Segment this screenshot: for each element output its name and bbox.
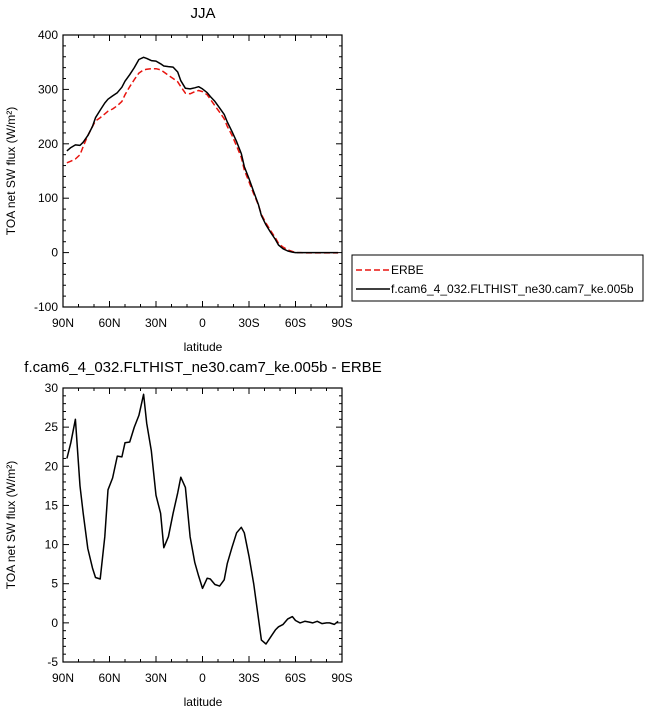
top-chart-xtick-label: 90N	[52, 316, 74, 330]
top-chart-ytick-label: 0	[51, 246, 58, 260]
bottom-chart-x-axis-label: latitude	[184, 695, 223, 709]
bottom-chart-ytick-label: 0	[51, 616, 58, 630]
legend-box	[351, 254, 644, 302]
top-chart-xtick-label: 0	[199, 316, 206, 330]
bottom-chart-xtick-label: 30S	[238, 671, 259, 685]
bottom-chart-x-ticks: 90N 60N 30N 0 30S 60S 90S	[52, 388, 353, 685]
bottom-chart-ytick-label: 20	[45, 459, 59, 473]
bottom-chart-xtick-label: 90N	[52, 671, 74, 685]
top-chart-y-axis-label: TOA net SW flux (W/m²)	[4, 107, 18, 235]
bottom-chart-y-axis-label: TOA net SW flux (W/m²)	[4, 461, 18, 589]
bottom-chart-xtick-label: 60N	[98, 671, 120, 685]
bottom-chart-ytick-label: 15	[45, 498, 59, 512]
top-chart-series-line-0	[66, 67, 339, 254]
bottom-chart-ytick-label: 10	[45, 538, 59, 552]
bottom-chart-y-ticks: -5 0 5 10 15 20 25 30	[45, 381, 342, 669]
bottom-chart-ytick-label: 5	[51, 577, 58, 591]
legend-model-label: f.cam6_4_032.FLTHIST_ne30.cam7_ke.005b	[391, 282, 634, 296]
legend-erbe-label: ERBE	[391, 263, 424, 277]
bottom-chart-ytick-label: 25	[45, 420, 59, 434]
top-chart-y-ticks: -100 0 100 200 300 400	[34, 28, 342, 314]
top-chart-xtick-label: 90S	[331, 316, 352, 330]
bottom-chart-title: f.cam6_4_032.FLTHIST_ne30.cam7_ke.005b -…	[24, 359, 381, 376]
top-chart-series	[66, 56, 339, 254]
bottom-chart-xtick-label: 90S	[331, 671, 352, 685]
top-chart-xtick-label: 30S	[238, 316, 259, 330]
top-chart-ytick-label: 200	[38, 137, 58, 151]
top-chart-ytick-label: 400	[38, 28, 58, 42]
bottom-chart-series-line-0	[66, 393, 339, 645]
top-chart-plot-frame	[62, 34, 343, 308]
bottom-chart: f.cam6_4_032.FLTHIST_ne30.cam7_ke.005b -…	[4, 359, 382, 709]
bottom-chart-xtick-label: 0	[199, 671, 206, 685]
top-chart-xtick-label: 60N	[98, 316, 120, 330]
top-chart-ytick-label: -100	[34, 300, 58, 314]
legend: ERBE f.cam6_4_032.FLTHIST_ne30.cam7_ke.0…	[351, 254, 644, 302]
bottom-chart-ytick-label: -5	[47, 655, 58, 669]
top-chart-xtick-label: 30N	[145, 316, 167, 330]
top-chart-ytick-label: 100	[38, 191, 58, 205]
bottom-chart-xtick-label: 60S	[285, 671, 306, 685]
top-chart-x-ticks: 90N 60N 30N 0 30S 60S 90S	[52, 35, 353, 330]
top-chart-ytick-label: 300	[38, 82, 58, 96]
top-chart-x-axis-label: latitude	[184, 340, 223, 354]
bottom-chart-ytick-label: 30	[45, 381, 59, 395]
top-chart-title: JJA	[190, 5, 215, 22]
top-chart-series-line-1	[66, 56, 339, 254]
top-chart-xtick-label: 60S	[285, 316, 306, 330]
bottom-chart-xtick-label: 30N	[145, 671, 167, 685]
bottom-chart-series	[66, 393, 339, 645]
